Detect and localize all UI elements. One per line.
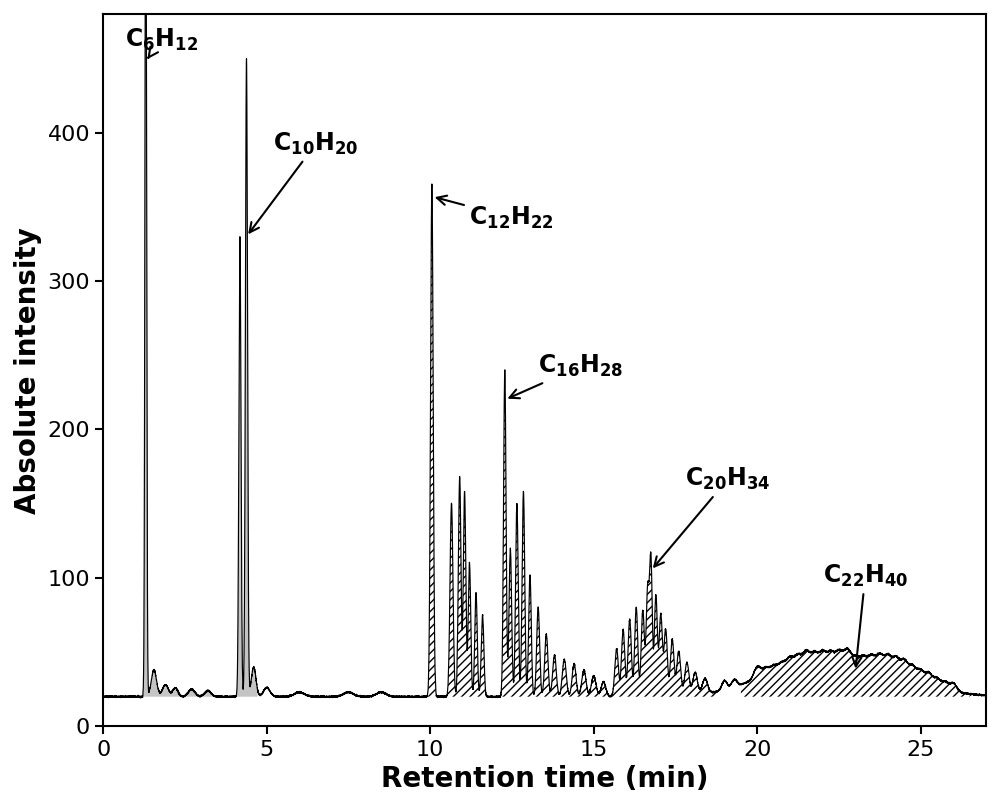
Text: $\mathbf{C_6H_{12}}$: $\mathbf{C_6H_{12}}$: [125, 27, 198, 58]
Y-axis label: Absolute intensity: Absolute intensity: [14, 227, 42, 513]
Text: $\mathbf{C_{16}H_{28}}$: $\mathbf{C_{16}H_{28}}$: [509, 353, 623, 398]
Text: $\mathbf{C_{22}H_{40}}$: $\mathbf{C_{22}H_{40}}$: [823, 562, 908, 667]
Text: $\mathbf{C_{10}H_{20}}$: $\mathbf{C_{10}H_{20}}$: [250, 131, 359, 232]
Text: $\mathbf{C_{20}H_{34}}$: $\mathbf{C_{20}H_{34}}$: [654, 466, 771, 567]
Text: $\mathbf{C_{12}H_{22}}$: $\mathbf{C_{12}H_{22}}$: [437, 195, 554, 231]
X-axis label: Retention time (min): Retention time (min): [381, 765, 708, 793]
